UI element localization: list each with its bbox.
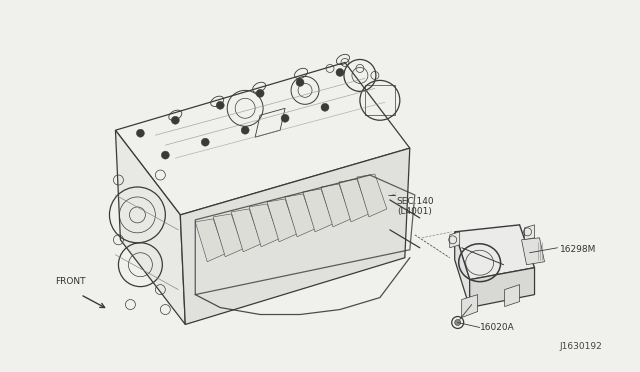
- Text: 16020A: 16020A: [479, 323, 515, 332]
- Polygon shape: [339, 179, 369, 222]
- Polygon shape: [522, 238, 545, 265]
- Polygon shape: [450, 232, 460, 248]
- Text: SEC.140
(L4001): SEC.140 (L4001): [397, 197, 435, 217]
- Circle shape: [256, 89, 264, 97]
- Circle shape: [216, 101, 224, 109]
- Circle shape: [136, 129, 145, 137]
- Polygon shape: [357, 174, 387, 217]
- Polygon shape: [115, 130, 186, 324]
- Circle shape: [201, 138, 209, 146]
- Polygon shape: [470, 268, 534, 308]
- Polygon shape: [195, 219, 225, 262]
- Polygon shape: [525, 225, 534, 240]
- Polygon shape: [249, 204, 279, 247]
- Polygon shape: [115, 62, 410, 215]
- Text: J1630192: J1630192: [559, 342, 602, 352]
- Polygon shape: [285, 194, 315, 237]
- Polygon shape: [231, 209, 261, 252]
- Polygon shape: [303, 189, 333, 232]
- Circle shape: [161, 151, 170, 159]
- Text: 16298M: 16298M: [559, 245, 596, 254]
- Circle shape: [336, 68, 344, 76]
- Polygon shape: [504, 285, 520, 307]
- Circle shape: [296, 78, 304, 86]
- Polygon shape: [213, 214, 243, 257]
- Circle shape: [281, 114, 289, 122]
- Polygon shape: [454, 232, 470, 308]
- Circle shape: [454, 320, 461, 326]
- Polygon shape: [321, 184, 351, 227]
- Text: FRONT: FRONT: [56, 277, 86, 286]
- Polygon shape: [180, 148, 410, 324]
- Circle shape: [241, 126, 249, 134]
- Polygon shape: [461, 295, 477, 318]
- Polygon shape: [454, 225, 534, 280]
- Circle shape: [172, 116, 179, 124]
- Circle shape: [321, 103, 329, 111]
- Polygon shape: [267, 199, 297, 242]
